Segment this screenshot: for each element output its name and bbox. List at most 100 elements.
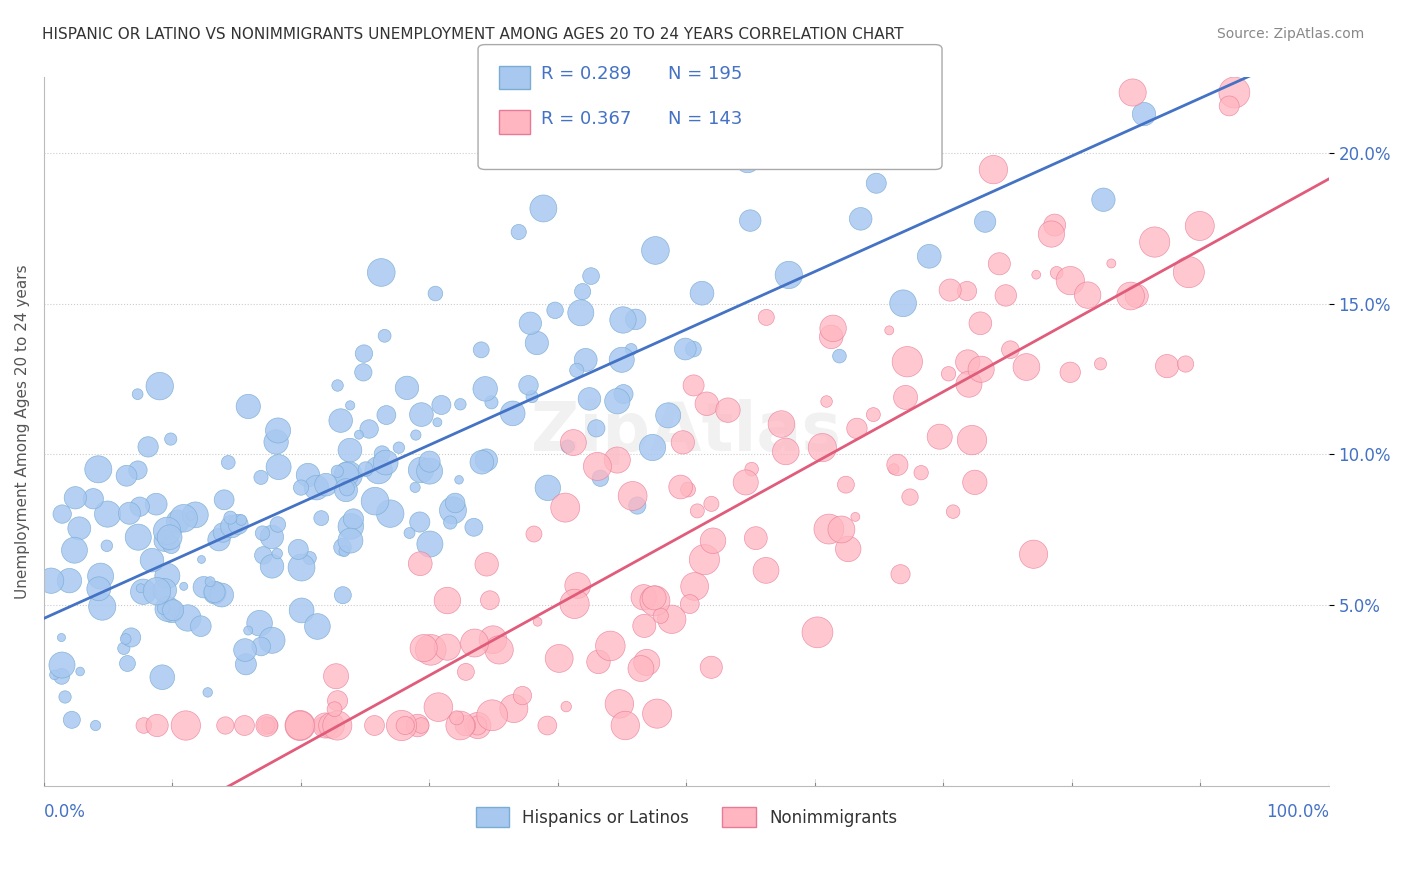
Point bbox=[734, 475, 756, 490]
Point bbox=[312, 718, 335, 732]
Point bbox=[633, 619, 655, 633]
Point bbox=[474, 382, 496, 396]
Point bbox=[264, 434, 287, 449]
Point bbox=[335, 467, 357, 482]
Point bbox=[60, 713, 83, 727]
Point bbox=[63, 543, 86, 558]
Point bbox=[502, 406, 524, 420]
Point bbox=[1174, 357, 1197, 371]
Point bbox=[1119, 289, 1142, 303]
Point bbox=[544, 303, 567, 318]
Point bbox=[970, 362, 993, 376]
Point bbox=[380, 507, 402, 521]
Point bbox=[956, 355, 979, 369]
Point bbox=[682, 378, 704, 392]
Point bbox=[290, 560, 312, 574]
Point bbox=[475, 558, 498, 572]
Point bbox=[626, 499, 648, 513]
Point bbox=[153, 533, 176, 548]
Point bbox=[586, 459, 609, 474]
Y-axis label: Unemployment Among Ages 20 to 24 years: Unemployment Among Ages 20 to 24 years bbox=[15, 264, 30, 599]
Point bbox=[1090, 357, 1112, 371]
Point bbox=[326, 464, 349, 478]
Point bbox=[606, 394, 628, 409]
Point bbox=[333, 544, 356, 558]
Point bbox=[837, 541, 859, 556]
Point bbox=[745, 531, 768, 545]
Point bbox=[828, 349, 851, 363]
Point bbox=[1099, 256, 1122, 270]
Point bbox=[214, 718, 236, 732]
Point bbox=[682, 342, 704, 356]
Point bbox=[938, 367, 960, 381]
Point bbox=[177, 611, 200, 625]
Point bbox=[606, 453, 628, 467]
Point bbox=[409, 515, 432, 529]
Point bbox=[865, 176, 887, 190]
Point bbox=[641, 441, 664, 455]
Text: Source: ZipAtlas.com: Source: ZipAtlas.com bbox=[1216, 27, 1364, 41]
Point bbox=[156, 569, 179, 583]
Point bbox=[830, 523, 852, 537]
Text: 0.0%: 0.0% bbox=[44, 804, 86, 822]
Point bbox=[411, 718, 433, 732]
Point bbox=[578, 392, 600, 406]
Point bbox=[180, 508, 202, 523]
Point bbox=[673, 342, 696, 356]
Point bbox=[290, 481, 312, 495]
Point bbox=[249, 616, 271, 631]
Point bbox=[436, 593, 458, 607]
Point bbox=[690, 286, 713, 301]
Point bbox=[336, 482, 359, 496]
Point bbox=[398, 526, 420, 541]
Point bbox=[329, 413, 352, 427]
Text: R = 0.289: R = 0.289 bbox=[541, 65, 631, 83]
Point bbox=[1156, 359, 1178, 373]
Point bbox=[405, 428, 427, 442]
Point bbox=[679, 597, 702, 611]
Point bbox=[1143, 235, 1166, 249]
Point bbox=[969, 316, 991, 330]
Point bbox=[463, 520, 485, 534]
Point bbox=[339, 398, 361, 412]
Point bbox=[173, 579, 195, 593]
Point bbox=[174, 718, 197, 732]
Point bbox=[609, 697, 631, 711]
Point bbox=[419, 537, 441, 551]
Point bbox=[475, 453, 498, 467]
Point bbox=[339, 533, 361, 548]
Point bbox=[267, 460, 290, 475]
Point bbox=[127, 530, 149, 544]
Point bbox=[818, 522, 841, 536]
Point bbox=[326, 694, 349, 708]
Point bbox=[233, 718, 256, 732]
Point bbox=[150, 670, 173, 684]
Point bbox=[562, 435, 585, 450]
Point bbox=[145, 497, 167, 511]
Point bbox=[266, 547, 288, 561]
Point bbox=[326, 378, 349, 392]
Point bbox=[120, 631, 142, 645]
Point bbox=[994, 288, 1017, 302]
Point bbox=[1178, 265, 1201, 279]
Point bbox=[256, 718, 278, 732]
Point bbox=[624, 312, 647, 326]
Point bbox=[427, 700, 450, 714]
Point bbox=[314, 718, 336, 732]
Point bbox=[770, 417, 793, 431]
Point bbox=[252, 526, 274, 541]
Point bbox=[97, 507, 120, 521]
Point bbox=[1059, 365, 1081, 379]
Point bbox=[519, 316, 541, 330]
Point bbox=[287, 542, 309, 557]
Point bbox=[51, 507, 73, 521]
Point bbox=[910, 466, 932, 480]
Point bbox=[118, 506, 141, 520]
Point bbox=[621, 489, 644, 503]
Point bbox=[1218, 99, 1240, 113]
Point bbox=[441, 503, 464, 517]
Point bbox=[395, 381, 418, 395]
Point bbox=[520, 390, 543, 404]
Point bbox=[983, 162, 1005, 177]
Point bbox=[267, 517, 290, 532]
